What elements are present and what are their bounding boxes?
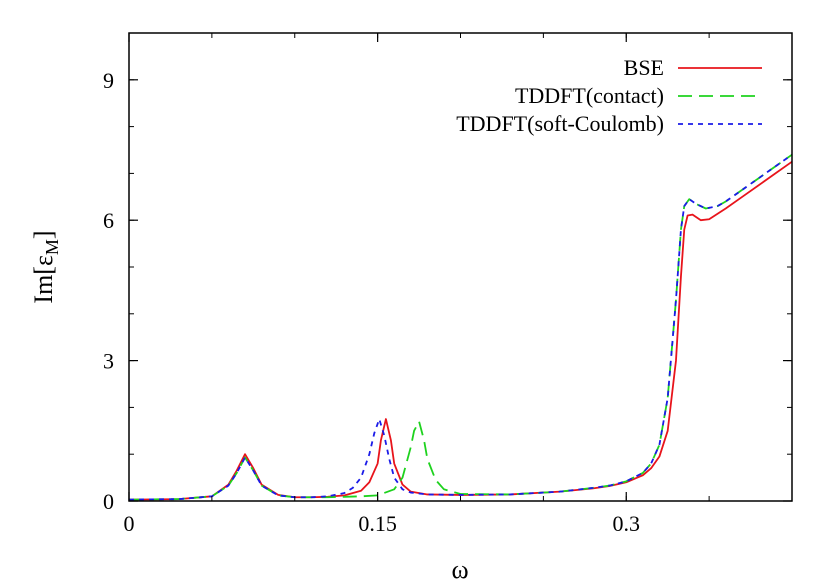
y-axis-label-subscript: M: [42, 239, 62, 255]
legend-label-1: TDDFT(contact): [515, 83, 664, 108]
y-tick-label: 6: [103, 208, 114, 233]
y-tick-label: 3: [103, 349, 114, 374]
plot-frame: [128, 32, 793, 502]
x-tick-label: 0.15: [358, 511, 397, 536]
legend-label-0: BSE: [624, 55, 664, 80]
y-tick-label: 0: [103, 489, 114, 514]
series-lines: [128, 153, 793, 501]
legend-label-2: TDDFT(soft-Coulomb): [456, 111, 664, 136]
axis-ticks: 0 0.15 0.3 0 3 6 9: [103, 32, 793, 536]
series-line-2: [128, 153, 793, 501]
y-tick-label: 9: [103, 68, 114, 93]
series-line-0: [128, 160, 793, 501]
y-axis-label-main: Im[ε: [29, 255, 58, 304]
legend: BSE TDDFT(contact) TDDFT(soft-Coulomb): [456, 55, 762, 136]
series-line-1: [128, 153, 793, 501]
y-axis-label-close: ]: [29, 230, 58, 239]
x-axis-label: ω: [451, 555, 468, 584]
y-axis-label: Im[εM]: [29, 230, 62, 303]
x-tick-label: 0.3: [613, 511, 641, 536]
x-tick-label: 0: [124, 511, 135, 536]
